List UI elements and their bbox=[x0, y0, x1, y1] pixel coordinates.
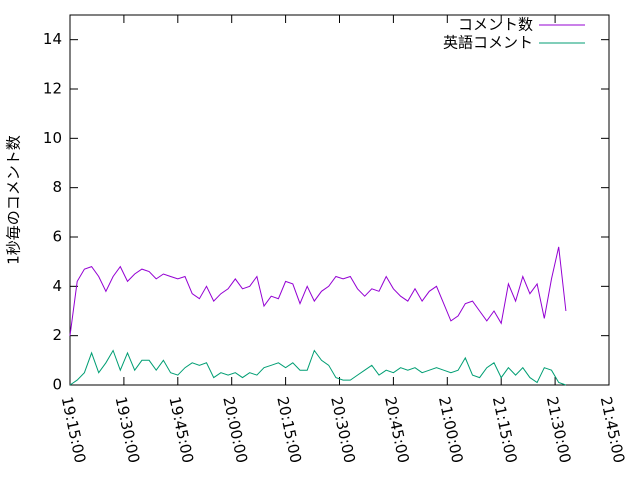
x-tick-label: 20:45:00 bbox=[381, 395, 413, 465]
y-tick-label: 0 bbox=[52, 376, 62, 394]
x-tick-label: 19:45:00 bbox=[165, 395, 197, 465]
x-tick-label: 21:00:00 bbox=[435, 395, 467, 465]
y-tick-label: 6 bbox=[52, 228, 62, 246]
x-tick-label: 21:45:00 bbox=[597, 395, 629, 465]
y-tick-label: 10 bbox=[43, 129, 62, 147]
y-tick-label: 4 bbox=[52, 277, 62, 295]
y-tick-label: 12 bbox=[43, 80, 62, 98]
legend-label: コメント数 bbox=[458, 16, 533, 34]
x-tick-label: 20:00:00 bbox=[219, 395, 251, 465]
y-axis-label: 1秒毎のコメント数 bbox=[5, 135, 23, 265]
x-tick-label: 21:15:00 bbox=[489, 395, 521, 465]
y-tick-label: 2 bbox=[52, 326, 62, 344]
x-tick-label: 21:30:00 bbox=[543, 395, 575, 465]
x-tick-label: 20:15:00 bbox=[273, 395, 305, 465]
x-tick-label: 19:15:00 bbox=[58, 395, 90, 465]
x-tick-label: 19:30:00 bbox=[112, 395, 144, 465]
y-tick-label: 8 bbox=[52, 178, 62, 196]
series-line bbox=[69, 349, 567, 386]
x-tick-label: 20:30:00 bbox=[327, 395, 359, 465]
series-line bbox=[69, 246, 567, 336]
y-tick-label: 14 bbox=[43, 30, 62, 48]
plot-frame bbox=[69, 14, 610, 386]
legend-label: 英語コメント bbox=[443, 34, 533, 52]
